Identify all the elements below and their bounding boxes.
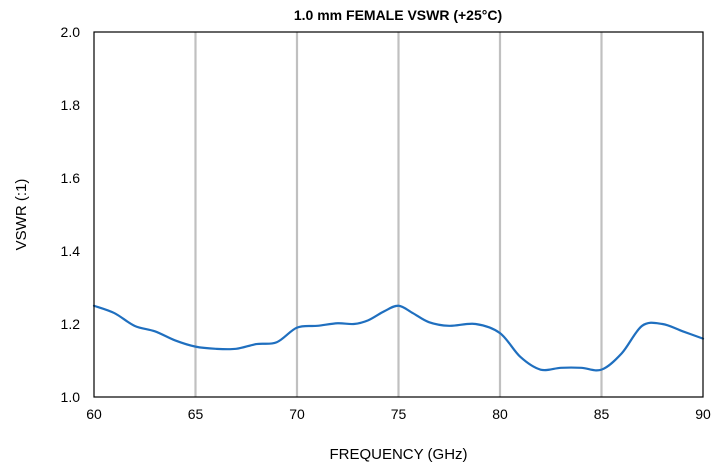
series-line-0	[92, 304, 705, 372]
y-tick-label: 1.0	[61, 389, 81, 405]
x-tick-label: 65	[188, 406, 204, 422]
x-tick-label: 90	[695, 406, 711, 422]
x-tick-label: 75	[391, 406, 407, 422]
x-axis-label: FREQUENCY (GHz)	[329, 446, 467, 463]
x-tick-label: 70	[289, 406, 305, 422]
grid-lines	[194, 32, 603, 397]
chart-title: 1.0 mm FEMALE VSWR (+25°C)	[294, 7, 502, 23]
series-group	[92, 304, 705, 372]
x-tick-label: 85	[594, 406, 610, 422]
plot-frame	[93, 31, 704, 398]
x-tick-labels: 60 65 70 75 80 85 90	[86, 406, 711, 422]
y-axis-label: VSWR (:1)	[13, 179, 30, 251]
y-tick-label: 1.8	[61, 97, 81, 113]
x-tick-label: 80	[492, 406, 508, 422]
y-tick-label: 1.4	[61, 243, 81, 259]
y-tick-label: 2.0	[61, 24, 81, 40]
y-tick-label: 1.2	[61, 316, 81, 332]
y-tick-labels: 1.0 1.2 1.4 1.6 1.8 2.0	[61, 24, 81, 405]
y-tick-label: 1.6	[61, 170, 81, 186]
x-tick-label: 60	[86, 406, 102, 422]
